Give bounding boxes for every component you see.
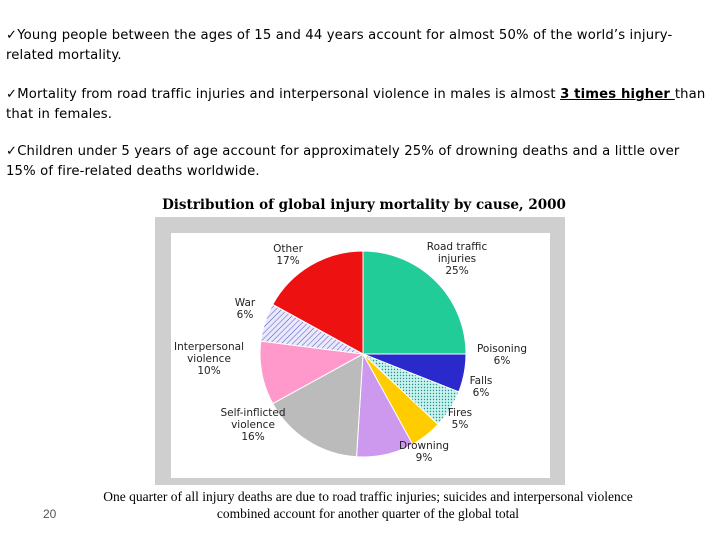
checkmark-icon: ✓ [6, 28, 18, 43]
checkmark-icon: ✓ [6, 87, 18, 102]
chart-title: Distribution of global injury mortality … [162, 197, 566, 213]
bullet-3-text: Children under 5 years of age account fo… [6, 144, 680, 179]
bullet-2-emphasis: 3 times higher [560, 87, 675, 102]
slice-label-falls: Falls 6% [469, 375, 493, 399]
chart-caption: One quarter of all injury deaths are due… [103, 489, 633, 521]
slice-label-interpersonal-violence: Interpersonal violence 10% [174, 341, 244, 377]
page-number: 20 [43, 507, 57, 521]
pie-slice-self-inflicted-violence [272, 353, 364, 458]
slice-label-road-traffic-injuries: Road traffic injuries 25% [426, 241, 488, 277]
slice-label-war: War 6% [234, 297, 256, 321]
slice-label-drowning: Drowning 9% [398, 440, 450, 464]
bullet-2: ✓Mortality from road traffic injuries an… [6, 85, 706, 125]
bullet-1: ✓Young people between the ages of 15 and… [6, 26, 706, 66]
pie-chart: Road traffic injuries 25% Poisoning 6% Falls 6… [171, 233, 550, 478]
slice-label-fires: Fires 5% [447, 407, 473, 431]
pie-slice-road-traffic-injuries [362, 250, 467, 355]
slice-label-self-inflicted-violence: Self-inflicted violence 16% [220, 407, 286, 443]
pie-slice-other [272, 250, 364, 355]
bullet-2-text-start: Mortality from road traffic injuries and… [17, 87, 561, 102]
slice-label-poisoning: Poisoning 6% [476, 343, 528, 367]
bullet-1-text: Young people between the ages of 15 and … [6, 28, 673, 63]
pie-svg [259, 250, 467, 458]
bullet-3: ✓Children under 5 years of age account f… [6, 142, 706, 182]
bullet-2-text-end: than that in females. [6, 87, 706, 122]
slice-label-other: Other 17% [273, 243, 303, 267]
checkmark-icon: ✓ [6, 144, 18, 159]
